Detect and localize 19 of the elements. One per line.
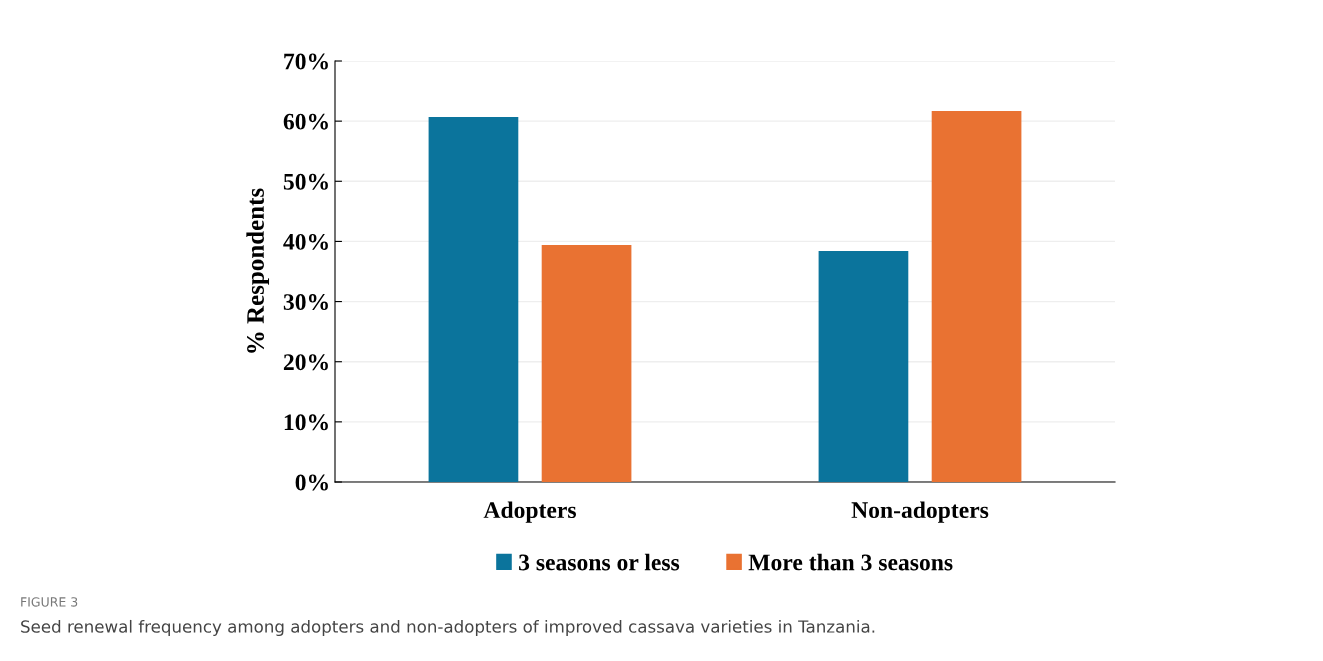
bar — [931, 110, 1022, 482]
legend-label: More than 3 seasons — [748, 553, 953, 571]
y-tick-label: 60% — [283, 113, 328, 130]
caption: FIGURE 3 — [21, 597, 78, 607]
bar — [428, 116, 519, 482]
y-tick-label: 10% — [284, 414, 328, 431]
bar — [541, 245, 632, 482]
y-tick-label: 70% — [284, 53, 328, 70]
legend-label: 3 seasons or less — [519, 553, 680, 571]
x-tick-label: Non-adopters — [851, 501, 989, 523]
y-tick-label: 40% — [283, 233, 328, 250]
text: Seed renewal frequency among adopters and non-adopters of improved cassava varieties in Tanzania. — [21, 619, 875, 637]
y-tick-label: 0% — [295, 474, 328, 491]
bar — [818, 251, 909, 482]
y-tick-label: 30% — [283, 294, 328, 311]
y-tick-label: 50% — [283, 173, 328, 190]
y-tick-label: 20% — [283, 354, 328, 371]
y-axis-title: % Respondents — [246, 188, 270, 353]
x-tick-label: Adopters — [483, 501, 576, 523]
